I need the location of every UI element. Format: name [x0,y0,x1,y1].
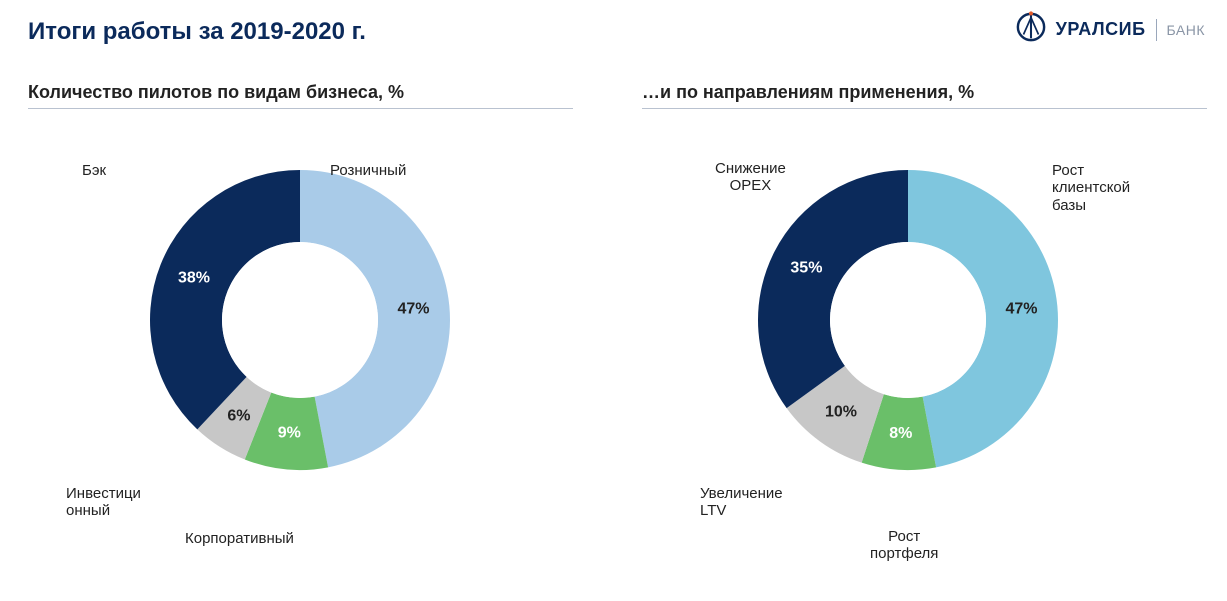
donut-slice-application-opex_reduction [758,170,908,408]
pct-label-business-back: 38% [178,269,210,286]
donut-slice-business-investment [197,377,271,460]
pct-label-business-corporate: 9% [278,425,301,442]
donut-slice-business-corporate [245,393,328,470]
donut-hole-business [222,242,378,398]
pct-label-application-portfolio_growth: 8% [889,425,912,442]
pct-label-application-client_growth: 47% [1005,300,1037,317]
slice-label-application-opex_reduction: Снижение OPEX [715,160,786,195]
brand-logo-icon [1016,10,1046,49]
donut-hole-application [830,242,986,398]
slice-label-business-investment: Инвестици онный [66,485,141,520]
donut-slice-application-portfolio_growth [862,394,936,470]
donut-slice-business-retail [300,170,450,467]
section-rule-application [642,108,1207,109]
slice-label-business-back: Бэк [82,162,106,179]
brand-divider [1156,19,1157,41]
section-rule-business [28,108,573,109]
donut-slice-business-back [150,170,300,429]
pct-label-application-ltv_increase: 10% [825,403,857,420]
pct-label-business-investment: 6% [227,407,250,424]
donut-slice-application-ltv_increase [787,366,884,463]
pct-label-business-retail: 47% [397,300,429,317]
slice-label-application-client_growth: Рост клиентской базы [1052,162,1130,214]
slice-label-application-portfolio_growth: Рост портфеля [870,528,938,563]
brand-name: УРАЛСИБ [1056,19,1146,40]
slice-label-business-corporate: Корпоративный [185,530,294,547]
donut-slice-application-client_growth [908,170,1058,467]
pct-label-application-opex_reduction: 35% [790,259,822,276]
slice-label-application-ltv_increase: Увеличение LTV [700,485,783,520]
page-title: Итоги работы за 2019-2020 г. [28,18,366,46]
brand-sub: БАНК [1167,22,1205,38]
section-title-business: Количество пилотов по видам бизнеса, % [28,82,404,103]
slice-label-business-retail: Розничный [330,162,406,179]
section-title-application: …и по направлениям применения, % [642,82,974,103]
brand: УРАЛСИБ БАНК [1016,10,1205,49]
